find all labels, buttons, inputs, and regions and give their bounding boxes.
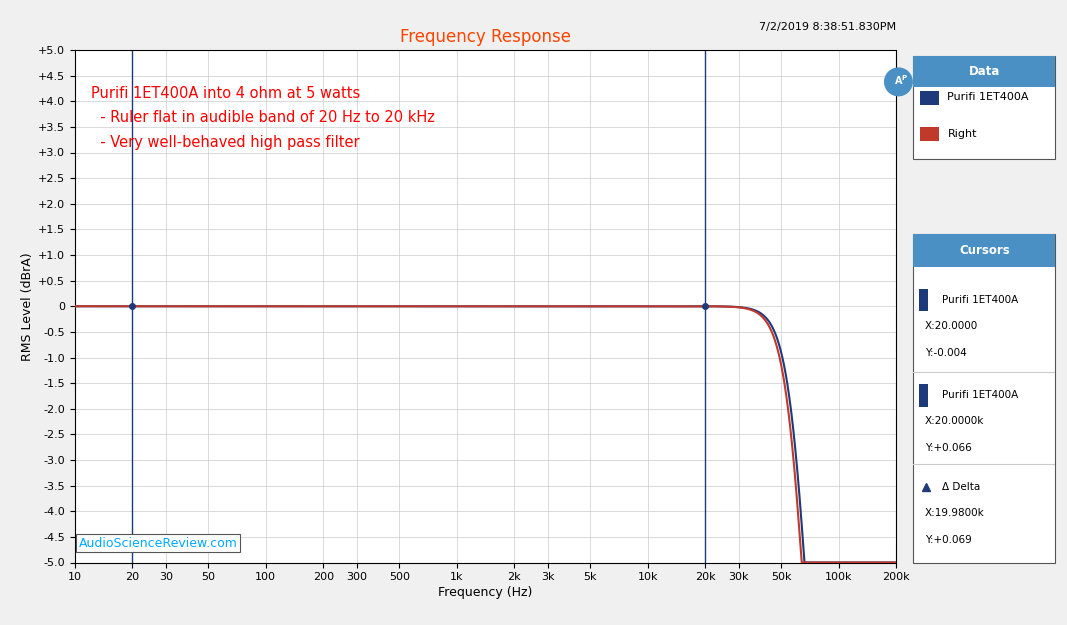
Text: Cursors: Cursors [959,244,1009,258]
Text: X:20.0000: X:20.0000 [925,321,978,331]
Text: Y:+0.069: Y:+0.069 [925,534,971,544]
Text: Purifi 1ET400A: Purifi 1ET400A [942,295,1018,305]
Text: Data: Data [969,65,1000,78]
Title: Frequency Response: Frequency Response [400,28,571,46]
Text: Y:+0.066: Y:+0.066 [925,442,971,452]
Bar [921,91,939,105]
Circle shape [885,68,912,96]
X-axis label: Frequency (Hz): Frequency (Hz) [439,586,532,599]
Text: Δ Delta: Δ Delta [942,482,980,492]
Text: 7/2/2019 8:38:51.830PM: 7/2/2019 8:38:51.830PM [759,22,896,32]
Text: Purifi 1ET400A: Purifi 1ET400A [947,92,1029,103]
Bar [913,234,1055,268]
Text: Y:-0.004: Y:-0.004 [925,348,967,358]
Text: Purifi 1ET400A: Purifi 1ET400A [942,390,1018,400]
Text: Purifi 1ET400A into 4 ohm at 5 watts
  - Ruler flat in audible band of 20 Hz to : Purifi 1ET400A into 4 ohm at 5 watts - R… [91,86,435,150]
Text: P: P [902,75,906,81]
Text: AudioScienceReview.com: AudioScienceReview.com [79,537,238,550]
Y-axis label: RMS Level (dBrA): RMS Level (dBrA) [20,252,34,361]
Text: X:19.9800k: X:19.9800k [925,508,985,518]
Bar [913,56,1055,87]
Text: A: A [894,76,903,86]
Text: Right: Right [947,129,977,139]
Text: X:20.0000k: X:20.0000k [925,416,984,426]
Bar [919,384,928,407]
Bar [919,289,928,311]
Bar [921,127,939,141]
